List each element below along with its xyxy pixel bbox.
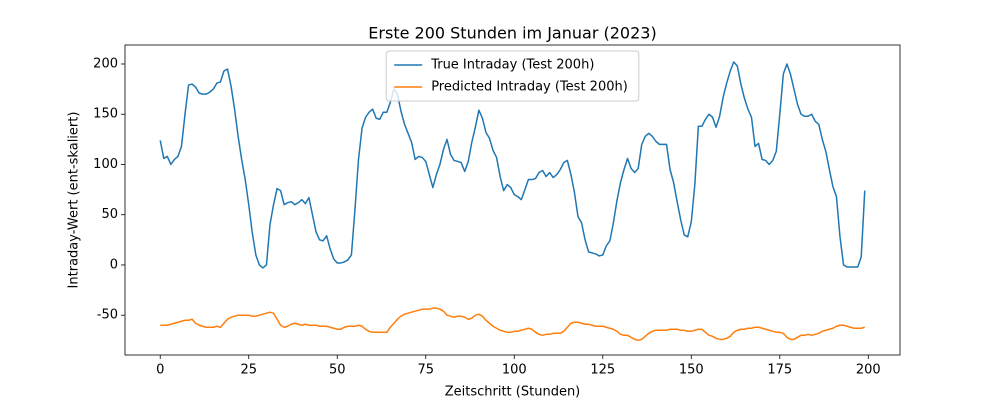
x-tick-label: 0 [156, 363, 164, 378]
axes-frame [124, 44, 901, 356]
x-tick-label: 25 [240, 363, 257, 378]
x-tick-label: 175 [767, 363, 792, 378]
x-axis-label: Zeitschritt (Stunden) [445, 385, 581, 400]
data-line [159, 61, 866, 269]
y-tick-label: 150 [93, 107, 118, 122]
x-tick-label: 125 [590, 363, 615, 378]
legend: True Intraday (Test 200h) Predicted Intra… [385, 50, 640, 102]
chart-title: Erste 200 Stunden im Januar (2023) [368, 24, 656, 43]
x-tick-label: 50 [329, 363, 346, 378]
y-tick-label: 200 [93, 56, 118, 71]
x-tick-label: 75 [417, 363, 434, 378]
y-tick-label: 100 [93, 157, 118, 172]
x-tick-label: 100 [502, 363, 527, 378]
legend-label: Predicted Intraday (Test 200h) [431, 80, 628, 95]
y-tick-label: -50 [97, 308, 118, 323]
y-tick-label: 50 [101, 207, 118, 222]
x-tick-label: 200 [856, 363, 881, 378]
y-axis-label: Intraday-Wert (ent-skaliert) [67, 112, 82, 289]
y-tick-label: 0 [110, 257, 118, 272]
legend-box [385, 50, 640, 102]
data-line [160, 307, 865, 342]
legend-label: True Intraday (Test 200h) [430, 58, 594, 73]
x-tick-label: 150 [679, 363, 704, 378]
